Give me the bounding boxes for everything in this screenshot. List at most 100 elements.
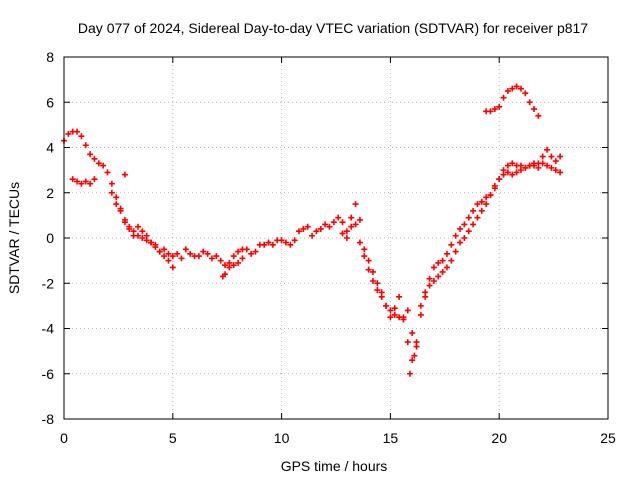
- data-point: [161, 246, 168, 253]
- data-point: [230, 262, 237, 269]
- data-point: [326, 223, 333, 230]
- data-point: [174, 250, 181, 257]
- data-point: [82, 142, 89, 149]
- data-point: [383, 302, 390, 309]
- data-point: [539, 153, 546, 160]
- data-point: [369, 277, 376, 284]
- data-point: [387, 307, 394, 314]
- data-point: [548, 164, 555, 171]
- x-tick-label: 15: [383, 430, 399, 446]
- data-point: [195, 253, 202, 260]
- data-point: [108, 180, 115, 187]
- data-point: [252, 248, 259, 255]
- data-point: [161, 253, 168, 260]
- data-point: [121, 171, 128, 178]
- data-point: [239, 255, 246, 262]
- data-point: [439, 257, 446, 264]
- data-point: [74, 128, 81, 135]
- data-point: [169, 264, 176, 271]
- data-point: [378, 289, 385, 296]
- data-point: [409, 330, 416, 337]
- data-point: [348, 223, 355, 230]
- data-point: [491, 106, 498, 113]
- data-point: [404, 307, 411, 314]
- data-point: [248, 250, 255, 257]
- data-point: [365, 257, 372, 264]
- series-outliers: [121, 171, 418, 377]
- data-point: [322, 221, 329, 228]
- data-point: [435, 273, 442, 280]
- data-point: [243, 246, 250, 253]
- data-point: [500, 94, 507, 101]
- data-points: [61, 83, 564, 377]
- data-point: [134, 232, 141, 239]
- data-point: [113, 201, 120, 208]
- data-point: [435, 259, 442, 266]
- data-point: [219, 273, 226, 280]
- axis-ticks: [63, 56, 609, 420]
- data-point: [552, 158, 559, 165]
- data-point: [430, 264, 437, 271]
- data-point: [557, 153, 564, 160]
- data-point: [517, 167, 524, 174]
- data-point: [504, 162, 511, 169]
- data-point: [465, 214, 472, 221]
- data-point: [474, 214, 481, 221]
- data-point: [478, 198, 485, 205]
- data-point: [87, 151, 94, 158]
- y-tick-label: 6: [46, 94, 54, 110]
- data-point: [452, 232, 459, 239]
- data-point: [352, 221, 359, 228]
- data-point: [461, 221, 468, 228]
- data-point: [126, 223, 133, 230]
- data-point: [269, 241, 276, 248]
- data-point: [104, 169, 111, 176]
- data-point: [417, 311, 424, 318]
- data-point: [513, 83, 520, 90]
- data-point: [78, 180, 85, 187]
- data-point: [406, 370, 413, 377]
- data-point: [426, 282, 433, 289]
- data-point: [287, 241, 294, 248]
- data-point: [313, 228, 320, 235]
- data-point: [226, 264, 233, 271]
- data-point: [330, 219, 337, 226]
- data-point: [391, 311, 398, 318]
- y-tick-label: -2: [42, 275, 55, 291]
- series-secondary: [69, 146, 564, 364]
- data-point: [291, 237, 298, 244]
- series-upper-arc: [483, 83, 542, 119]
- data-point: [461, 235, 468, 241]
- data-point: [78, 133, 85, 140]
- data-point: [531, 106, 538, 113]
- data-point: [82, 178, 89, 185]
- data-point: [156, 248, 163, 255]
- data-point: [496, 103, 503, 110]
- data-point: [91, 155, 98, 162]
- data-point: [235, 259, 242, 266]
- data-point: [265, 239, 272, 246]
- data-point: [544, 146, 551, 153]
- data-point: [465, 228, 472, 235]
- data-point: [213, 253, 220, 260]
- data-point: [169, 253, 176, 260]
- data-point: [443, 264, 450, 271]
- data-point: [121, 216, 128, 223]
- y-tick-label: 4: [46, 140, 54, 156]
- data-point: [509, 85, 516, 92]
- data-point: [282, 239, 289, 246]
- data-point: [430, 277, 437, 284]
- data-point: [557, 169, 564, 176]
- data-point: [369, 268, 376, 275]
- data-point: [317, 225, 324, 232]
- data-point: [404, 339, 411, 346]
- y-tick-label: -4: [42, 321, 55, 337]
- data-point: [474, 201, 481, 208]
- y-tick-labels: -8 -6 -4 -2 0 2 4 6 8: [42, 49, 55, 427]
- x-tick-label: 5: [169, 430, 177, 446]
- data-point: [509, 160, 516, 167]
- data-point: [535, 112, 542, 119]
- data-point: [513, 169, 520, 176]
- data-point: [65, 130, 72, 137]
